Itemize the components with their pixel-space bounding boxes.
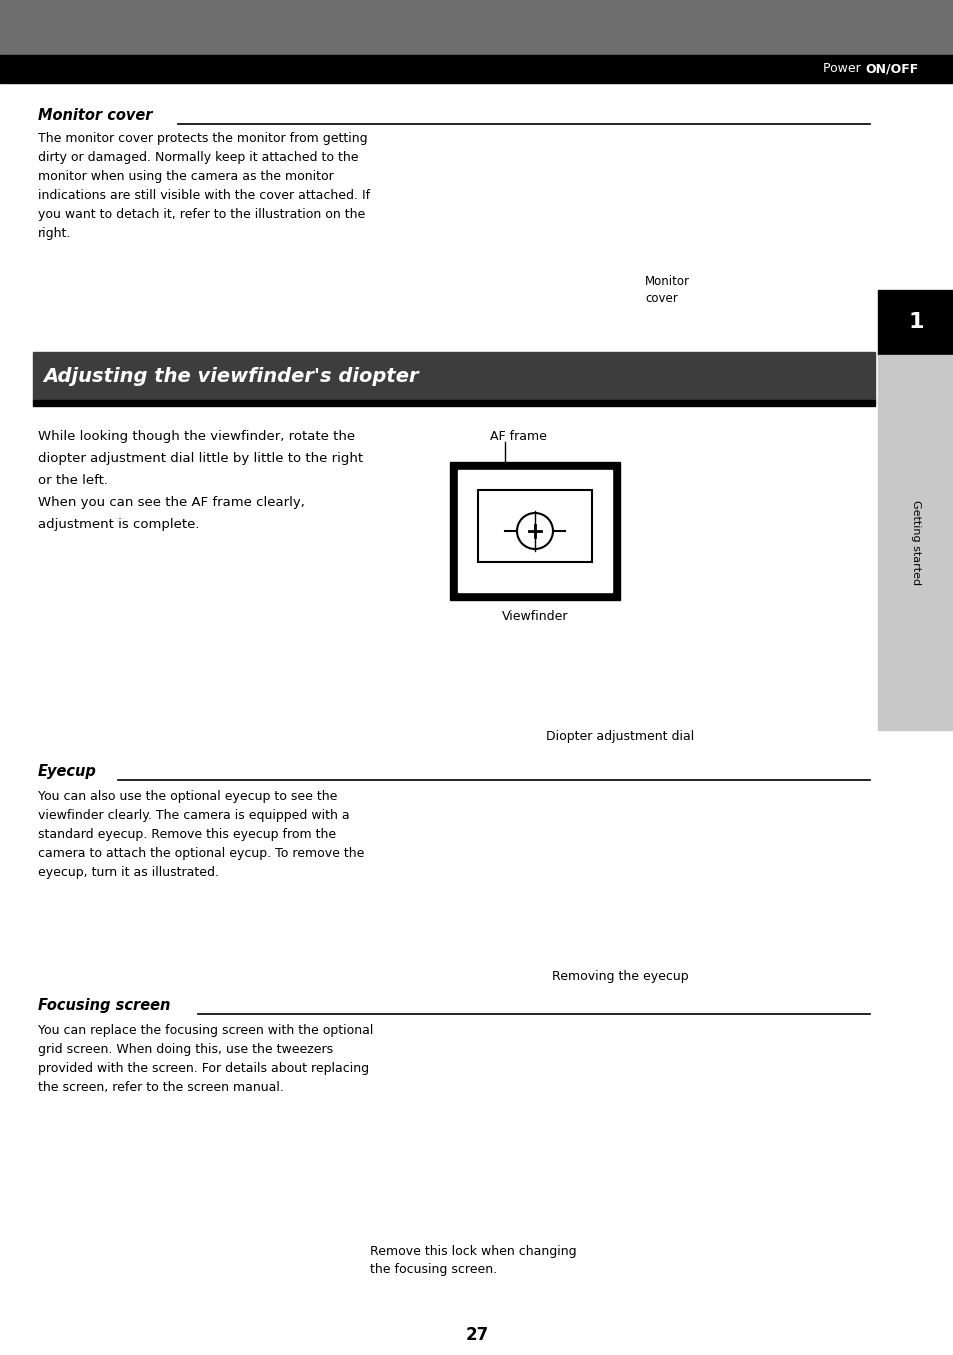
Bar [457, 470, 612, 592]
Text: The monitor cover protects the monitor from getting: The monitor cover protects the monitor f… [38, 131, 367, 145]
Text: diopter adjustment dial little by little to the right: diopter adjustment dial little by little… [38, 453, 363, 465]
Bar [33, 400, 874, 406]
Text: the focusing screen.: the focusing screen. [370, 1263, 497, 1276]
Text: Removing the eyecup: Removing the eyecup [551, 970, 688, 982]
Bar [33, 352, 874, 400]
Text: Diopter adjustment dial: Diopter adjustment dial [545, 730, 694, 743]
Text: monitor when using the camera as the monitor: monitor when using the camera as the mon… [38, 169, 334, 183]
Bar [877, 355, 953, 730]
Text: AF frame: AF frame [490, 430, 546, 443]
Bar [450, 462, 619, 600]
Text: dirty or damaged. Normally keep it attached to the: dirty or damaged. Normally keep it attac… [38, 150, 358, 164]
Text: camera to attach the optional eycup. To remove the: camera to attach the optional eycup. To … [38, 847, 364, 860]
Text: Remove this lock when changing: Remove this lock when changing [370, 1245, 576, 1257]
Text: Power: Power [822, 62, 864, 76]
Text: Adjusting the viewfinder's diopter: Adjusting the viewfinder's diopter [43, 366, 418, 386]
Text: indications are still visible with the cover attached. If: indications are still visible with the c… [38, 188, 370, 202]
Text: Viewfinder: Viewfinder [501, 610, 568, 623]
Bar [0, 56, 953, 83]
Text: Focusing screen: Focusing screen [38, 999, 171, 1014]
Bar [477, 491, 592, 562]
Bar [0, 0, 953, 56]
Text: 27: 27 [465, 1327, 488, 1344]
Text: 1: 1 [907, 313, 923, 332]
Text: ON/OFF: ON/OFF [864, 62, 918, 76]
Text: You can replace the focusing screen with the optional: You can replace the focusing screen with… [38, 1024, 373, 1037]
Text: Eyecup: Eyecup [38, 764, 97, 779]
Text: grid screen. When doing this, use the tweezers: grid screen. When doing this, use the tw… [38, 1043, 333, 1056]
Text: Monitor: Monitor [644, 275, 689, 289]
Text: provided with the screen. For details about replacing: provided with the screen. For details ab… [38, 1062, 369, 1075]
Text: You can also use the optional eyecup to see the: You can also use the optional eyecup to … [38, 790, 337, 804]
Text: the screen, refer to the screen manual.: the screen, refer to the screen manual. [38, 1081, 284, 1093]
Text: When you can see the AF frame clearly,: When you can see the AF frame clearly, [38, 496, 305, 509]
Text: standard eyecup. Remove this eyecup from the: standard eyecup. Remove this eyecup from… [38, 828, 335, 841]
Text: cover: cover [644, 291, 677, 305]
Text: viewfinder clearly. The camera is equipped with a: viewfinder clearly. The camera is equipp… [38, 809, 349, 822]
Text: or the left.: or the left. [38, 474, 108, 486]
Bar [877, 290, 953, 355]
Text: you want to detach it, refer to the illustration on the: you want to detach it, refer to the illu… [38, 209, 365, 221]
Text: Getting started: Getting started [910, 500, 920, 585]
Text: right.: right. [38, 228, 71, 240]
Text: Monitor cover: Monitor cover [38, 108, 152, 123]
Text: eyecup, turn it as illustrated.: eyecup, turn it as illustrated. [38, 866, 219, 879]
Text: While looking though the viewfinder, rotate the: While looking though the viewfinder, rot… [38, 430, 355, 443]
Text: adjustment is complete.: adjustment is complete. [38, 518, 199, 531]
